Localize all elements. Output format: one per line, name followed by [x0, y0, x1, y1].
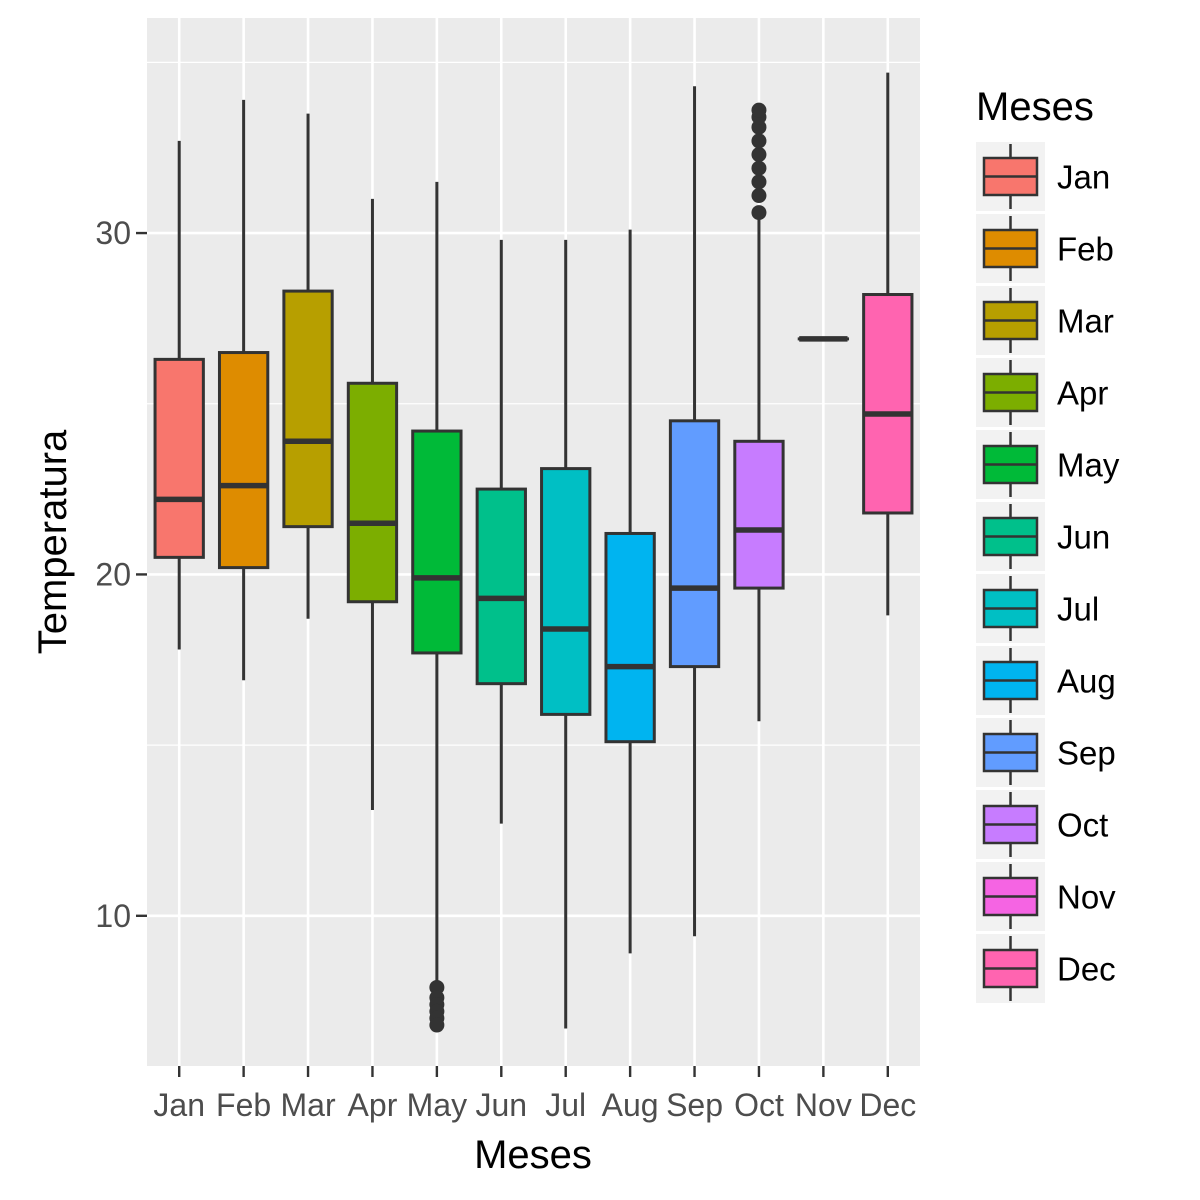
- box-body: [733, 439, 785, 590]
- plot-panel: [147, 18, 920, 1066]
- legend: Meses Jan Feb Mar Apr May Jun Jul Aug Sep Oct Nov D…: [976, 85, 1120, 1003]
- legend-title: Meses: [976, 85, 1094, 129]
- box-body: [540, 467, 592, 716]
- outlier-point: [751, 188, 767, 204]
- x-tick-label: Nov: [795, 1087, 852, 1123]
- y-axis-title: Temperatura: [31, 429, 75, 654]
- x-tick-label: May: [407, 1087, 467, 1123]
- x-tick-label: Mar: [280, 1087, 335, 1123]
- outlier-point: [751, 102, 767, 118]
- boxes: [153, 72, 914, 1033]
- box-aug: [604, 229, 656, 954]
- x-tick-label: Oct: [734, 1087, 784, 1123]
- legend-item-aug: Aug: [976, 646, 1116, 715]
- box-body: [475, 487, 527, 686]
- legend-item-may: May: [976, 430, 1120, 499]
- legend-item-feb: Feb: [976, 214, 1114, 283]
- outlier-point: [751, 174, 767, 190]
- x-tick-label: Aug: [602, 1087, 659, 1123]
- legend-item-dec: Dec: [976, 934, 1116, 1003]
- x-tick-label: Feb: [216, 1087, 271, 1123]
- legend-label: Nov: [1057, 879, 1116, 916]
- legend-item-mar: Mar: [976, 286, 1114, 355]
- legend-item-jun: Jun: [976, 502, 1110, 571]
- box-sep: [668, 86, 721, 937]
- legend-label: Jun: [1057, 519, 1110, 556]
- outlier-point: [751, 160, 767, 176]
- legend-item-apr: Apr: [976, 358, 1108, 427]
- box-body: [411, 429, 463, 655]
- legend-label: Jan: [1057, 159, 1110, 196]
- x-tick-label: Dec: [859, 1087, 916, 1123]
- legend-label: Aug: [1057, 663, 1116, 700]
- box-body: [604, 531, 656, 744]
- y-tick-label: 20: [95, 556, 131, 592]
- y-tick-label: 30: [95, 215, 131, 251]
- legend-item-oct: Oct: [976, 790, 1108, 859]
- outlier-point: [429, 1017, 445, 1033]
- x-tick-label: Jun: [475, 1087, 527, 1123]
- box-jan: [153, 140, 205, 650]
- box-jun: [475, 239, 527, 824]
- legend-item-jan: Jan: [976, 142, 1110, 211]
- box-dec: [862, 72, 914, 616]
- box-body: [282, 289, 334, 529]
- box-feb: [217, 99, 270, 681]
- box-mar: [282, 113, 334, 619]
- x-tick-label: Apr: [348, 1087, 398, 1123]
- box-body: [153, 357, 205, 559]
- x-axis: Jan Feb Mar Apr May Jun Jul Aug Sep Oct Nov Dec: [153, 1066, 916, 1123]
- box-body: [862, 293, 914, 515]
- legend-label: May: [1057, 447, 1120, 484]
- x-axis-title: Meses: [474, 1133, 592, 1177]
- box-jul: [540, 239, 592, 1029]
- legend-label: Mar: [1057, 303, 1114, 340]
- x-tick-label: Sep: [666, 1087, 723, 1123]
- outlier-point: [751, 205, 767, 221]
- y-axis: 10 20 30: [95, 215, 147, 934]
- legend-label: Sep: [1057, 735, 1116, 772]
- box-body: [217, 351, 270, 570]
- legend-label: Dec: [1057, 951, 1116, 988]
- box-body: [346, 381, 399, 604]
- legend-label: Oct: [1057, 807, 1108, 844]
- box-may: [411, 181, 463, 1033]
- outlier-point: [751, 133, 767, 149]
- legend-label: Feb: [1057, 231, 1114, 268]
- box-apr: [346, 198, 399, 810]
- legend-label: Apr: [1057, 375, 1108, 412]
- legend-item-jul: Jul: [976, 574, 1099, 643]
- legend-item-sep: Sep: [976, 718, 1116, 787]
- x-tick-label: Jan: [153, 1087, 205, 1123]
- legend-label: Jul: [1057, 591, 1099, 628]
- box-oct: [733, 102, 785, 722]
- legend-item-nov: Nov: [976, 862, 1116, 931]
- x-tick-label: Jul: [545, 1087, 586, 1123]
- box-body: [668, 419, 721, 669]
- y-tick-label: 10: [95, 898, 131, 934]
- outlier-point: [751, 147, 767, 163]
